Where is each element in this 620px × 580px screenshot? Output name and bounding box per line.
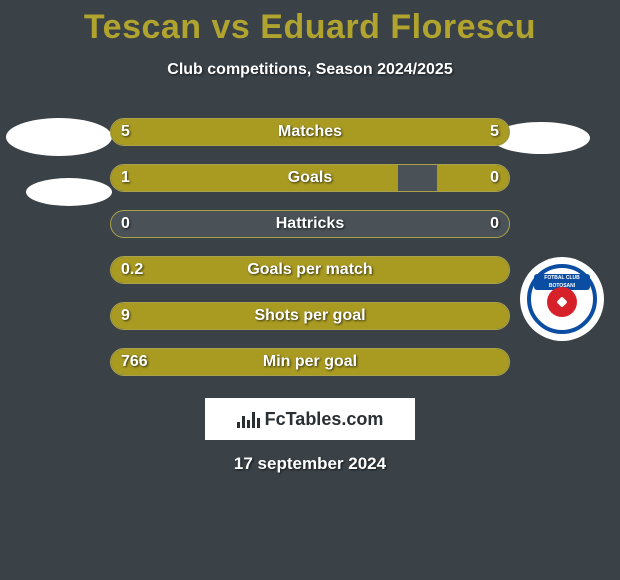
date-text: 17 september 2024 [0,454,620,474]
stat-label: Shots per goal [111,303,509,329]
stat-row: 55Matches [110,118,510,146]
team-left-secondary-badge [26,178,112,206]
stat-row: 9Shots per goal [110,302,510,330]
stat-label: Matches [111,119,509,145]
stat-row: 10Goals [110,164,510,192]
stat-label: Hattricks [111,211,509,237]
brand-box: FcTables.com [205,398,415,440]
stat-row: 0.2Goals per match [110,256,510,284]
stat-label: Goals [111,165,509,191]
stat-row: 00Hattricks [110,210,510,238]
brand-text: FcTables.com [265,409,384,430]
crest-icon: FOTBAL CLUB BOTOSANI [527,264,597,334]
bar-chart-icon [237,410,259,428]
stat-row: 766Min per goal [110,348,510,376]
comparison-chart: 55Matches 10Goals 00Hattricks 0.2Goals per … [110,118,510,394]
team-right-secondary-badge: FOTBAL CLUB BOTOSANI [520,257,604,341]
page-title: Tescan vs Eduard Florescu [0,0,620,47]
stat-label: Goals per match [111,257,509,283]
page-subtitle: Club competitions, Season 2024/2025 [0,61,620,79]
stat-label: Min per goal [111,349,509,375]
soccer-ball-icon [547,287,577,317]
team-left-primary-badge [6,118,112,156]
